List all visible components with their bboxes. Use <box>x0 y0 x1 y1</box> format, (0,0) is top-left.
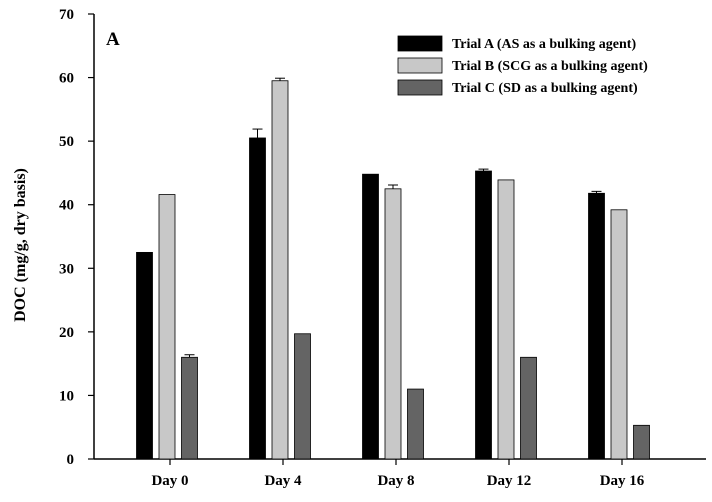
bar <box>475 170 492 460</box>
x-tick-label: Day 16 <box>600 473 645 489</box>
legend-label: Trial C (SD as a bulking agent) <box>452 81 638 96</box>
bar <box>271 80 289 460</box>
bar <box>249 137 266 460</box>
x-tick-label: Day 0 <box>151 473 188 489</box>
legend-label: Trial A (AS as a bulking agent) <box>452 37 636 52</box>
y-tick-label: 50 <box>59 134 74 150</box>
bar <box>294 333 311 460</box>
bar <box>158 194 176 460</box>
y-tick-label: 70 <box>59 7 74 23</box>
y-axis: 0 10 20 30 40 50 60 70 <box>59 7 94 468</box>
bar <box>384 188 402 460</box>
x-tick-label: Day 12 <box>487 473 532 489</box>
bar <box>633 424 650 460</box>
bar <box>181 356 198 460</box>
x-tick-label: Day 8 <box>377 473 414 489</box>
bar <box>610 209 628 460</box>
legend-label: Trial B (SCG as a bulking agent) <box>452 59 648 74</box>
bar <box>407 388 424 460</box>
bar <box>136 251 153 460</box>
y-tick-label: 0 <box>67 452 75 468</box>
bar <box>497 179 515 460</box>
legend: Trial A (AS as a bulking agent) Trial B (… <box>397 35 648 96</box>
legend-swatch <box>397 57 443 74</box>
y-tick-label: 40 <box>59 198 74 214</box>
y-axis-title: DOC (mg/g, dry basis) <box>12 168 29 322</box>
legend-swatch <box>397 79 443 96</box>
x-axis: Day 0 Day 4 Day 8 Day 12 Day 16 <box>151 459 645 489</box>
y-tick-label: 60 <box>59 71 74 87</box>
bars <box>136 77 650 460</box>
bar <box>520 356 537 460</box>
y-tick-label: 10 <box>59 388 74 404</box>
x-tick-label: Day 4 <box>264 473 302 489</box>
y-tick-label: 20 <box>59 325 74 341</box>
y-tick-label: 30 <box>59 261 74 277</box>
bar <box>362 173 379 460</box>
legend-swatch <box>397 35 443 52</box>
bar <box>588 192 605 460</box>
panel-label: A <box>106 29 120 50</box>
